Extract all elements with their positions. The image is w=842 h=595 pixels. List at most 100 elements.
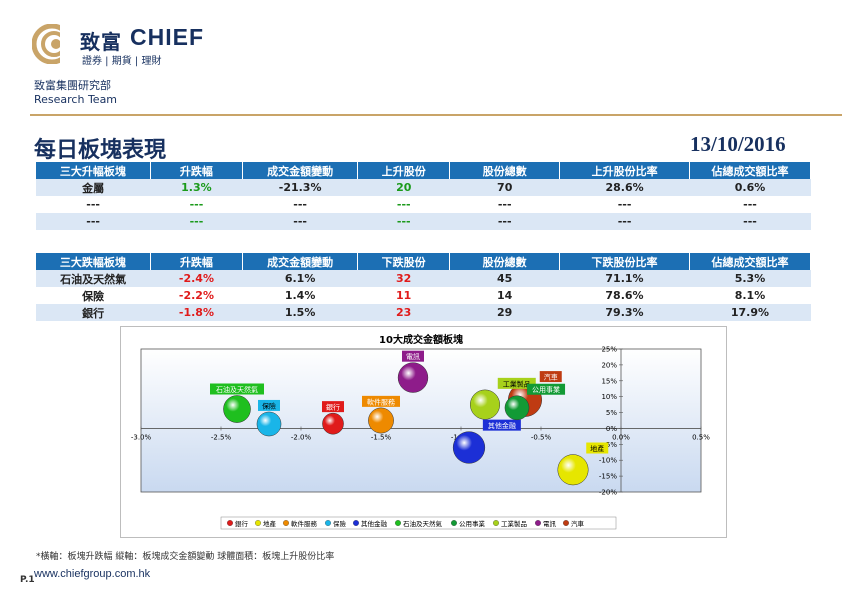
- legend-marker: [353, 520, 359, 526]
- x-tick-label: -2.5%: [211, 433, 232, 441]
- table-cell: 28.6%: [559, 179, 690, 196]
- table-cell: 保險: [36, 287, 151, 304]
- legend-marker: [563, 520, 569, 526]
- bubble-label: 石油及天然氣: [216, 385, 258, 394]
- table-cell: -2.2%: [150, 287, 243, 304]
- table-cell: 32: [357, 270, 450, 287]
- table-cell: 金屬: [36, 179, 151, 196]
- bubble-銀行: [322, 412, 344, 435]
- table-row: 石油及天然氣 -2.4% 6.1% 32 45 71.1% 5.3%: [36, 270, 811, 287]
- website-link[interactable]: www.chiefgroup.com.hk: [34, 568, 151, 580]
- legend-marker: [451, 520, 457, 526]
- column-header: 下跌股份比率: [559, 253, 690, 270]
- table-cell: -1.8%: [150, 304, 243, 321]
- header-divider: [30, 114, 842, 116]
- table-cell: ---: [689, 213, 811, 230]
- legend-marker: [227, 520, 233, 526]
- x-tick-label: -0.5%: [531, 433, 552, 441]
- table-cell: ---: [559, 196, 690, 213]
- legend-item: 公用事業: [459, 519, 486, 528]
- table-cell: 14: [449, 287, 560, 304]
- table-cell: 5.3%: [689, 270, 811, 287]
- table-cell: 71.1%: [559, 270, 690, 287]
- column-header: 上升股份: [357, 162, 451, 179]
- table-row: 金屬 1.3% -21.3% 20 70 28.6% 0.6%: [36, 179, 811, 196]
- page-title: 每日板塊表現: [34, 138, 167, 163]
- table-cell: 銀行: [36, 304, 151, 321]
- x-tick-label: -1.5%: [371, 433, 392, 441]
- column-header: 成交金額變動: [242, 253, 359, 270]
- bubble-label: 電訊: [406, 352, 420, 361]
- bubble-chart: 10大成交金額板塊-3.0%-2.5%-2.0%-1.5%-1.0%-0.5%0…: [120, 326, 727, 538]
- legend-item: 保險: [333, 519, 347, 528]
- legend-item: 汽車: [571, 519, 585, 528]
- column-header: 股份總數: [449, 162, 561, 179]
- table-cell: ---: [559, 213, 690, 230]
- bubble-label: 工業製品: [503, 379, 531, 388]
- table-cell: 23: [357, 304, 450, 321]
- page-number: P.1: [20, 575, 35, 585]
- table-cell: ---: [357, 213, 450, 230]
- legend-item: 銀行: [235, 519, 249, 528]
- bubble-label: 保險: [262, 401, 276, 410]
- column-header: 三大跌幅板塊: [36, 253, 151, 270]
- legend-marker: [493, 520, 499, 526]
- legend-item: 其他金融: [361, 519, 388, 528]
- bubble-label-bg: [586, 442, 609, 454]
- table-header-row: 三大升幅板塊 升跌幅 成交金額變動 上升股份 股份總數 上升股份比率 佔總成交額比率: [36, 162, 811, 179]
- bubble-其他金融: [452, 431, 486, 464]
- bubble-label: 銀行: [326, 403, 340, 412]
- y-tick-label: 20%: [601, 361, 617, 369]
- legend-box: [220, 516, 617, 530]
- column-header: 佔總成交額比率: [689, 253, 812, 270]
- y-tick-label: -5%: [603, 441, 617, 449]
- bubble-label: 汽車: [544, 373, 558, 382]
- bubble-chart-svg: 10大成交金額板塊-3.0%-2.5%-2.0%-1.5%-1.0%-0.5%0…: [131, 333, 710, 530]
- table-cell: 8.1%: [689, 287, 811, 304]
- department: 致富集團研究部 Research Team: [34, 79, 117, 107]
- table-cell: ---: [449, 196, 560, 213]
- bubble-label: 地產: [590, 444, 604, 453]
- table-header-row: 三大跌幅板塊 升跌幅 成交金額變動 下跌股份 股份總數 下跌股份比率 佔總成交額比率: [36, 253, 812, 270]
- x-tick-label: -3.0%: [131, 433, 152, 441]
- table-row: --- --- --- --- --- --- ---: [36, 213, 811, 230]
- bubble-label-bg: [527, 383, 566, 395]
- table-row: 保險 -2.2% 1.4% 11 14 78.6% 8.1%: [36, 287, 811, 304]
- table-row: --- --- --- --- --- --- ---: [36, 196, 811, 213]
- x-tick-label: 0.0%: [612, 433, 630, 441]
- legend-marker: [395, 520, 401, 526]
- x-tick-label: 0.5%: [692, 433, 710, 441]
- bubble-label: 軟件服務: [367, 397, 395, 406]
- bubble-保險: [256, 411, 282, 437]
- bubble-label-bg: [322, 401, 344, 413]
- top-losers-table: 三大跌幅板塊 升跌幅 成交金額變動 下跌股份 股份總數 下跌股份比率 佔總成交額比率 石油及…: [36, 253, 812, 321]
- column-header: 升跌幅: [150, 253, 244, 270]
- table-cell: 11: [357, 287, 450, 304]
- table-cell: ---: [242, 213, 358, 230]
- table-cell: ---: [242, 196, 358, 213]
- report-date: 13/10/2016: [690, 132, 786, 156]
- bubble-公用事業: [504, 395, 530, 421]
- y-tick-label: 15%: [601, 377, 617, 385]
- y-tick-label: 5%: [606, 409, 617, 417]
- table-cell: 1.5%: [242, 304, 358, 321]
- bubble-label-bg: [497, 377, 536, 389]
- legend-item: 地產: [263, 519, 277, 528]
- column-header: 三大升幅板塊: [36, 162, 151, 179]
- column-header: 股份總數: [449, 253, 561, 270]
- table-cell: ---: [36, 196, 151, 213]
- bubble-label-bg: [402, 350, 424, 362]
- legend-marker: [535, 520, 541, 526]
- company-logo: 致富 CHIEF 證券 | 期貨 | 理財: [32, 20, 232, 68]
- bubble-label-bg: [258, 399, 280, 411]
- department-cn: 致富集團研究部: [34, 79, 111, 92]
- y-tick-label: 25%: [601, 346, 617, 354]
- table-cell: 17.9%: [689, 304, 811, 321]
- bubble-label: 其他金融: [488, 421, 516, 430]
- y-tick-label: -20%: [599, 489, 617, 497]
- legend-marker: [325, 520, 331, 526]
- logo-english-text: CHIEF: [130, 24, 204, 50]
- y-tick-label: -10%: [599, 457, 617, 465]
- bubble-軟件服務: [368, 407, 394, 434]
- bubble-label-bg: [362, 395, 400, 407]
